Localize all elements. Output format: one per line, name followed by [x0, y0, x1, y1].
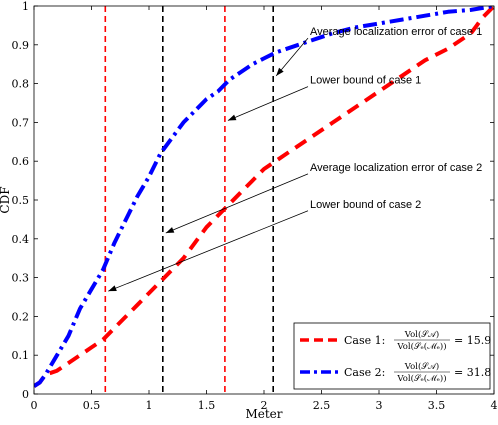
x-tick-label: 2.5 — [313, 399, 331, 412]
annotation-arrow-line — [275, 37, 309, 77]
legend-denominator-2: Vol(𝒮ₑ(ℳₑ)) — [396, 373, 446, 384]
annotation-text-4: Lower bound of case 2 — [310, 199, 421, 211]
x-tick-label: 2 — [261, 399, 268, 412]
legend-box — [293, 322, 491, 390]
annotation-arrowhead — [227, 114, 237, 121]
annotation-arrow-line — [165, 173, 309, 234]
x-tick-label: 0 — [31, 399, 38, 412]
annotation-arrow-line — [227, 86, 309, 121]
series-line-1 — [34, 6, 494, 388]
legend-label-2: Case 2: — [344, 366, 385, 379]
legend-label-1: Case 1: — [344, 334, 385, 347]
y-tick-label: 0.6 — [12, 155, 30, 168]
y-tick-label: 1 — [22, 0, 29, 13]
annotation-text-1: Average localization error of case 1 — [310, 26, 482, 38]
legend-value-1: = 15.9 — [454, 334, 491, 347]
annotation-text-3: Average localization error of case 2 — [310, 162, 482, 174]
y-tick-label: 0.9 — [12, 39, 30, 52]
y-tick-label: 0.8 — [12, 78, 30, 91]
annotation-arrow-line — [108, 210, 309, 292]
x-tick-label: 3 — [376, 399, 383, 412]
series-lines — [34, 6, 494, 388]
annotations: Average localization error of case 1 Lowe… — [108, 26, 482, 292]
legend-numerator-1: Vol(𝒮𝒜) — [404, 329, 439, 340]
legend-numerator-2: Vol(𝒮𝒜) — [404, 361, 439, 372]
vertical-lines — [104, 6, 275, 394]
y-tick-label: 0.1 — [12, 349, 30, 362]
annotation-arrowhead — [108, 285, 117, 292]
y-tick-label: 0.2 — [12, 310, 30, 323]
annotation-arrowhead — [276, 67, 284, 76]
legend-value-2: = 31.8 — [454, 366, 491, 379]
x-tick-label: 1 — [146, 399, 153, 412]
annotation-text-2: Lower bound of case 1 — [310, 75, 421, 87]
y-tick-label: 0.3 — [12, 272, 30, 285]
annotation-arrowhead — [165, 227, 175, 233]
x-tick-label: 4 — [491, 399, 498, 412]
y-tick-label: 0 — [22, 388, 29, 401]
x-tick-label: 1.5 — [198, 399, 216, 412]
y-tick-label: 0.7 — [12, 116, 30, 129]
series-line-2 — [34, 6, 494, 388]
x-tick-label: 3.5 — [428, 399, 446, 412]
x-tick-label: 0.5 — [83, 399, 101, 412]
axis-ticks: 0 0.5 1 1.5 2 2.5 3 3.5 4 0 0.1 0.2 0.3 0.4 0.5 0.6 0.7 0… — [12, 0, 498, 412]
y-axis-label: CDF — [0, 186, 12, 213]
y-tick-label: 0.5 — [12, 194, 30, 207]
y-tick-label: 0.4 — [12, 233, 30, 246]
legend-denominator-1: Vol(𝒮ₑ(ℳₑ)) — [396, 341, 446, 352]
x-axis-label: Meter — [245, 407, 282, 421]
